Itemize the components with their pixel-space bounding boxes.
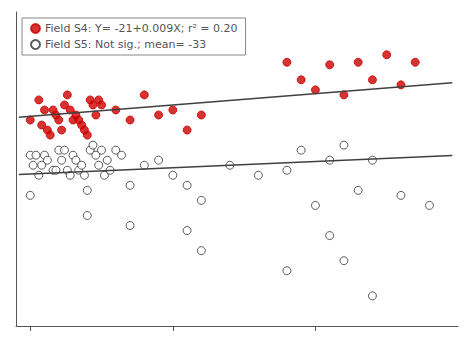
svg-text:Field S5: Not sig.; mean= -33: Field S5: Not sig.; mean= -33: [45, 38, 206, 51]
svg-text:Field S4: Y= -21+0.009X; r² =: Field S4: Y= -21+0.009X; r² = 0.20: [45, 22, 238, 35]
